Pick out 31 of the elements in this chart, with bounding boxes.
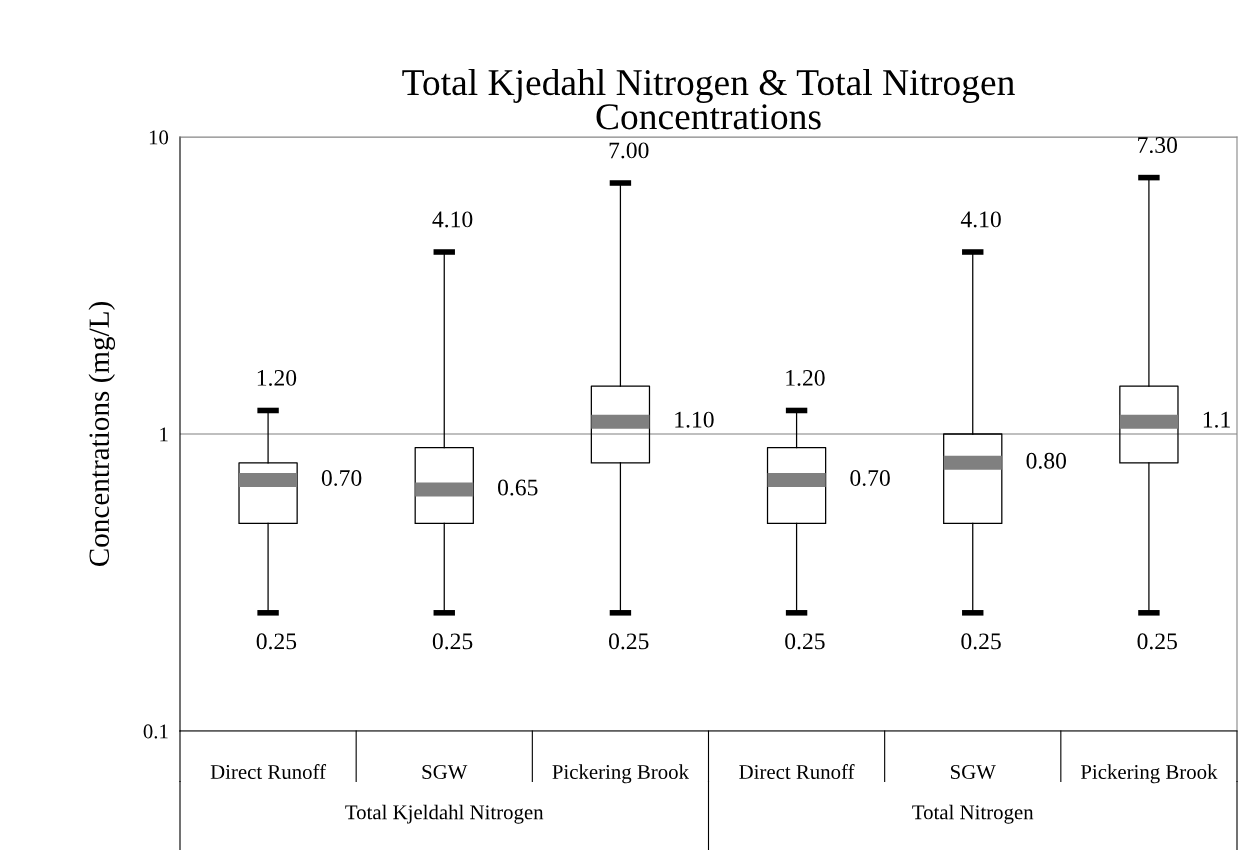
x-tick-label: Pickering Brook (1080, 764, 1218, 784)
y-tick-label: 0.1 (143, 724, 168, 739)
annotation: 7.00 (609, 142, 649, 159)
x-tick-label: Direct Runoff (210, 764, 327, 779)
annotation: 1.1 (1203, 411, 1230, 428)
annotation: 0.25 (785, 633, 825, 650)
y-tick-label: 10 (149, 130, 169, 145)
y-tick-label: 1 (160, 427, 168, 442)
text: Total Nitrogen (912, 804, 1034, 824)
annotation: 4.10 (432, 211, 473, 228)
annotation: 0.65 (498, 479, 538, 496)
annotation: 0.25 (961, 633, 1001, 650)
annotation: 0.25 (432, 633, 473, 650)
annotation: 0.25 (1137, 633, 1177, 650)
annotation: 0.25 (608, 633, 649, 650)
annotation: 0.70 (850, 469, 890, 487)
x-tick-label: SGW (951, 764, 996, 780)
annotation: 7.30 (1138, 137, 1178, 154)
annotation: 0.25 (256, 633, 297, 650)
annotation: 1.20 (257, 369, 297, 386)
x-tick-label: Pickering Brook (552, 764, 689, 784)
text: Total Kjeldahl Nitrogen (345, 804, 544, 824)
annotation: 1.20 (786, 369, 825, 386)
x-tick-label: Direct Runoff (739, 764, 855, 779)
chart-title: Total Kjedahl Nitrogen & Total Nitrogen Concentrations (402, 68, 1015, 130)
annotation: 0.80 (1026, 452, 1067, 469)
annotation: 1.10 (675, 411, 714, 428)
annotation: 4.10 (960, 211, 1001, 228)
annotation: 0.70 (321, 469, 362, 487)
x-tick-label: SGW (422, 764, 468, 780)
y-axis-title: Concentrations (mg/L) (88, 302, 116, 567)
